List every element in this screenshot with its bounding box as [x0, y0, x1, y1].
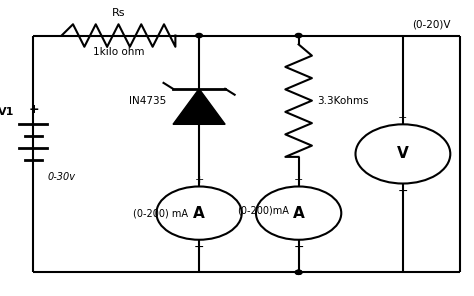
Text: V: V [397, 147, 409, 161]
Circle shape [295, 33, 302, 38]
Text: (0-200)mA: (0-200)mA [237, 205, 289, 215]
Text: 0-30v: 0-30v [47, 172, 75, 182]
Text: (0-20)V: (0-20)V [412, 20, 451, 30]
Text: −: − [398, 185, 408, 198]
Text: Rs: Rs [112, 8, 125, 18]
Text: −: − [194, 241, 204, 254]
Circle shape [295, 270, 302, 274]
Text: A: A [293, 206, 304, 221]
Text: 1kilo ohm: 1kilo ohm [93, 47, 144, 57]
Circle shape [196, 33, 202, 38]
Text: −: − [293, 241, 304, 254]
Text: +: + [294, 175, 303, 185]
Polygon shape [173, 89, 225, 124]
Text: +: + [194, 175, 204, 185]
Text: (0-200) mA: (0-200) mA [133, 208, 188, 218]
Text: V1: V1 [0, 107, 14, 118]
Text: 3.3Kohms: 3.3Kohms [318, 96, 369, 106]
Text: +: + [28, 103, 39, 116]
Circle shape [295, 270, 302, 274]
Text: A: A [193, 206, 205, 221]
Text: +: + [398, 113, 408, 123]
Text: IN4735: IN4735 [128, 96, 166, 106]
